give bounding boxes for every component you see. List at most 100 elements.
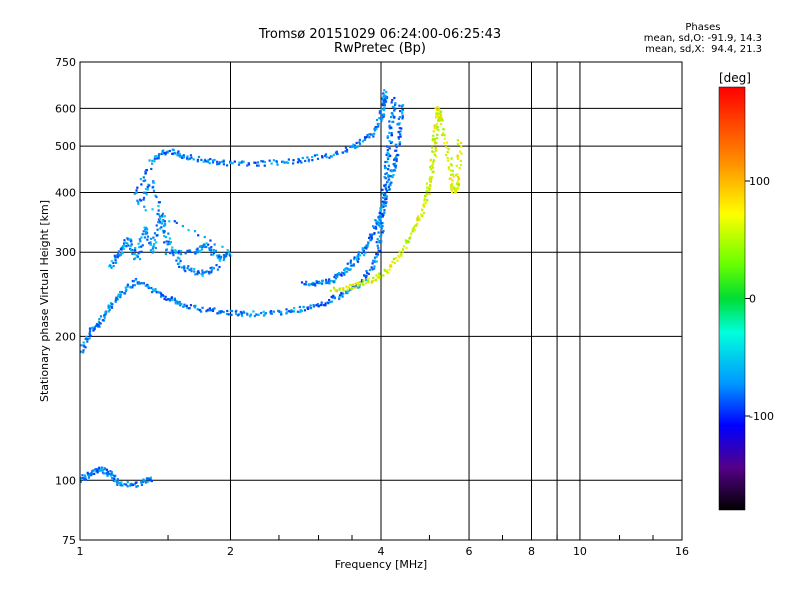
scatter-point — [381, 117, 384, 120]
scatter-point — [328, 299, 331, 302]
scatter-point — [96, 471, 99, 474]
x-axis-label: Frequency [MHz] — [335, 558, 427, 571]
scatter-point — [395, 145, 398, 149]
scatter-point — [432, 159, 436, 162]
scatter-point — [216, 163, 219, 166]
scatter-point — [365, 270, 368, 273]
scatter-point — [377, 274, 381, 277]
scatter-point — [143, 236, 147, 239]
scatter-point — [142, 191, 145, 194]
scatter-point — [398, 115, 402, 119]
scatter-point — [263, 164, 266, 167]
scatter-point — [393, 261, 396, 265]
scatter-point — [329, 279, 332, 283]
scatter-point — [312, 304, 315, 307]
scatter-point — [218, 259, 221, 262]
scatter-point — [352, 264, 356, 267]
scatter-point — [88, 473, 91, 476]
scatter-point — [362, 249, 366, 253]
scatter-point — [384, 95, 387, 98]
scatter-point — [443, 134, 446, 137]
scatter-point — [121, 252, 124, 255]
scatter-point — [210, 246, 213, 249]
scatter-point — [163, 297, 166, 301]
scatter-point — [330, 300, 334, 303]
scatter-point — [165, 298, 168, 301]
y-tick-label: 300 — [55, 246, 76, 259]
scatter-point — [150, 286, 153, 290]
scatter-point — [362, 283, 365, 286]
scatter-point — [383, 184, 386, 187]
scatter-point — [123, 244, 126, 247]
scatter-point — [229, 160, 232, 163]
scatter-point — [82, 351, 85, 354]
scatter-point — [392, 120, 395, 123]
scatter-point — [311, 159, 314, 162]
scatter-point — [114, 480, 117, 483]
scatter-point — [401, 117, 404, 120]
scatter-point — [399, 130, 402, 133]
scatter-point — [144, 187, 148, 191]
scatter-point — [210, 271, 213, 274]
scatter-point — [324, 304, 327, 307]
scatter-point — [142, 478, 145, 481]
scatter-point — [262, 160, 265, 163]
scatter-point — [435, 149, 438, 152]
scatter-point — [385, 195, 388, 198]
scatter-point — [220, 160, 224, 163]
scatter-point — [358, 254, 362, 257]
scatter-point — [280, 313, 283, 316]
scatter-point — [387, 178, 390, 181]
scatter-point — [207, 308, 210, 311]
scatter-point — [216, 254, 219, 257]
scatter-point — [382, 205, 385, 208]
scatter-point — [167, 232, 170, 235]
scatter-point — [415, 224, 418, 227]
scatter-point — [393, 158, 396, 161]
scatter-point — [420, 214, 423, 218]
y-axis: 75 100 200 300 400 500 600 750 — [55, 56, 76, 547]
scatter-point — [398, 126, 401, 130]
scatter-point — [450, 188, 453, 191]
scatter-point — [351, 287, 354, 290]
scatter-point — [179, 155, 182, 158]
scatter-point — [159, 295, 163, 298]
scatter-point — [145, 232, 148, 235]
scatter-point — [407, 240, 410, 243]
scatter-point — [431, 163, 435, 166]
scatter-point — [443, 142, 446, 145]
scatter-point — [304, 283, 308, 286]
scatter-point — [201, 271, 204, 274]
scatter-point — [178, 302, 181, 306]
scatter-point — [200, 158, 203, 162]
scatter-point — [387, 164, 390, 167]
scatter-point — [390, 134, 394, 137]
scatter-point — [382, 274, 385, 277]
scatter-point — [351, 285, 354, 288]
scatter-point — [400, 253, 403, 256]
scatter-point — [449, 169, 453, 172]
scatter-point — [163, 220, 166, 223]
scatter-point — [249, 313, 253, 316]
scatter-point — [110, 471, 113, 474]
scatter-point — [157, 218, 161, 221]
scatter-point — [378, 112, 381, 115]
scatter-point — [229, 254, 232, 257]
scatter-point — [193, 306, 196, 309]
scatter-point — [354, 283, 357, 286]
scatter-point — [378, 240, 381, 243]
scatter-point — [349, 268, 352, 271]
scatter-point — [374, 129, 377, 132]
scatter-point — [372, 276, 375, 279]
scatter-point — [381, 103, 384, 106]
scatter-point — [289, 310, 292, 314]
scatter-point — [80, 344, 83, 347]
scatter-point — [446, 156, 449, 160]
scatter-point — [317, 305, 320, 308]
scatter-point — [86, 473, 90, 476]
scatter-point — [134, 257, 137, 260]
scatter-point — [110, 474, 113, 477]
scatter-point — [290, 309, 293, 312]
scatter-point — [215, 264, 218, 267]
scatter-point — [126, 285, 129, 288]
